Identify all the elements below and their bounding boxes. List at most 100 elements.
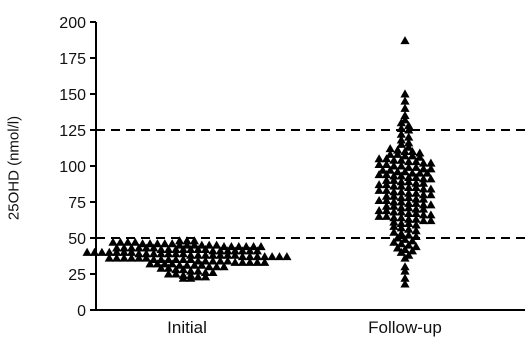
data-point <box>400 36 410 45</box>
data-point <box>237 246 248 255</box>
data-point <box>178 273 188 282</box>
data-point <box>389 191 399 200</box>
data-point <box>156 249 166 258</box>
data-point <box>396 171 406 180</box>
data-point <box>200 256 211 265</box>
data-point <box>215 246 225 255</box>
y-tick-label: 25 <box>68 267 86 284</box>
data-point <box>119 243 129 252</box>
data-point <box>245 246 255 255</box>
data-point <box>245 252 255 261</box>
data-point <box>393 233 403 242</box>
data-point <box>393 167 403 176</box>
data-point <box>415 152 425 161</box>
data-point <box>163 269 174 278</box>
data-point <box>193 266 203 275</box>
y-tick-label: 75 <box>68 195 86 212</box>
data-point <box>418 216 429 225</box>
data-point <box>82 247 92 256</box>
data-point <box>374 195 384 205</box>
data-point <box>212 240 222 249</box>
data-point <box>130 237 140 246</box>
data-point <box>223 250 233 259</box>
data-point <box>400 253 410 262</box>
data-point <box>381 180 392 189</box>
data-point <box>400 266 410 275</box>
data-points <box>82 36 436 288</box>
data-point <box>396 118 406 127</box>
data-point <box>396 139 406 148</box>
data-point <box>223 256 233 265</box>
data-point <box>160 239 170 248</box>
data-point <box>389 237 399 246</box>
data-point <box>400 151 410 160</box>
data-point <box>193 250 203 259</box>
data-point <box>134 243 144 252</box>
y-tick-label: 200 <box>59 15 86 32</box>
data-point <box>249 242 259 251</box>
data-point <box>411 214 421 223</box>
data-point <box>389 187 399 196</box>
data-point <box>381 170 392 179</box>
data-point <box>208 250 218 259</box>
data-point <box>411 242 421 251</box>
data-point <box>422 168 432 177</box>
data-point <box>389 217 399 226</box>
data-point <box>145 239 155 248</box>
data-point <box>389 161 399 170</box>
data-point <box>374 159 384 169</box>
data-point <box>404 177 414 186</box>
data-point <box>389 171 399 180</box>
data-point <box>415 148 425 157</box>
data-point <box>267 252 277 261</box>
data-point <box>396 229 406 238</box>
data-point <box>400 96 410 105</box>
data-point <box>418 190 429 199</box>
data-point <box>385 165 395 174</box>
data-point <box>189 260 199 269</box>
data-point <box>396 181 406 190</box>
data-point <box>418 200 429 209</box>
data-point <box>381 154 392 163</box>
data-point <box>156 255 166 264</box>
data-point <box>171 244 181 253</box>
data-point <box>152 259 162 268</box>
data-point <box>223 246 233 255</box>
data-point <box>404 188 414 197</box>
data-point <box>396 207 406 216</box>
data-point <box>404 240 414 249</box>
data-point <box>418 194 429 203</box>
data-point <box>193 256 203 265</box>
data-point <box>411 157 421 166</box>
data-point <box>426 200 436 209</box>
data-point <box>426 164 436 173</box>
data-point <box>404 208 414 217</box>
data-point <box>400 167 410 176</box>
data-point <box>418 204 429 213</box>
data-point <box>400 147 410 156</box>
data-point <box>141 243 151 252</box>
data-point <box>256 242 266 251</box>
data-point <box>374 170 384 179</box>
data-point <box>381 195 392 205</box>
y-tick-label: 125 <box>59 123 86 140</box>
data-point <box>175 236 185 245</box>
data-point <box>404 224 414 233</box>
data-point <box>381 175 392 184</box>
data-point <box>237 257 248 266</box>
data-point <box>208 256 218 265</box>
data-point <box>396 247 406 256</box>
data-point <box>182 236 192 245</box>
data-point <box>426 210 436 219</box>
data-point <box>404 138 414 147</box>
data-point <box>182 240 192 249</box>
data-point <box>234 242 244 251</box>
data-point <box>389 175 399 184</box>
reference-lines <box>96 129 525 239</box>
data-point <box>400 89 410 98</box>
data-point <box>389 197 399 206</box>
data-point <box>374 154 384 163</box>
data-point <box>396 177 406 186</box>
data-point <box>400 279 410 288</box>
data-point <box>104 253 114 262</box>
